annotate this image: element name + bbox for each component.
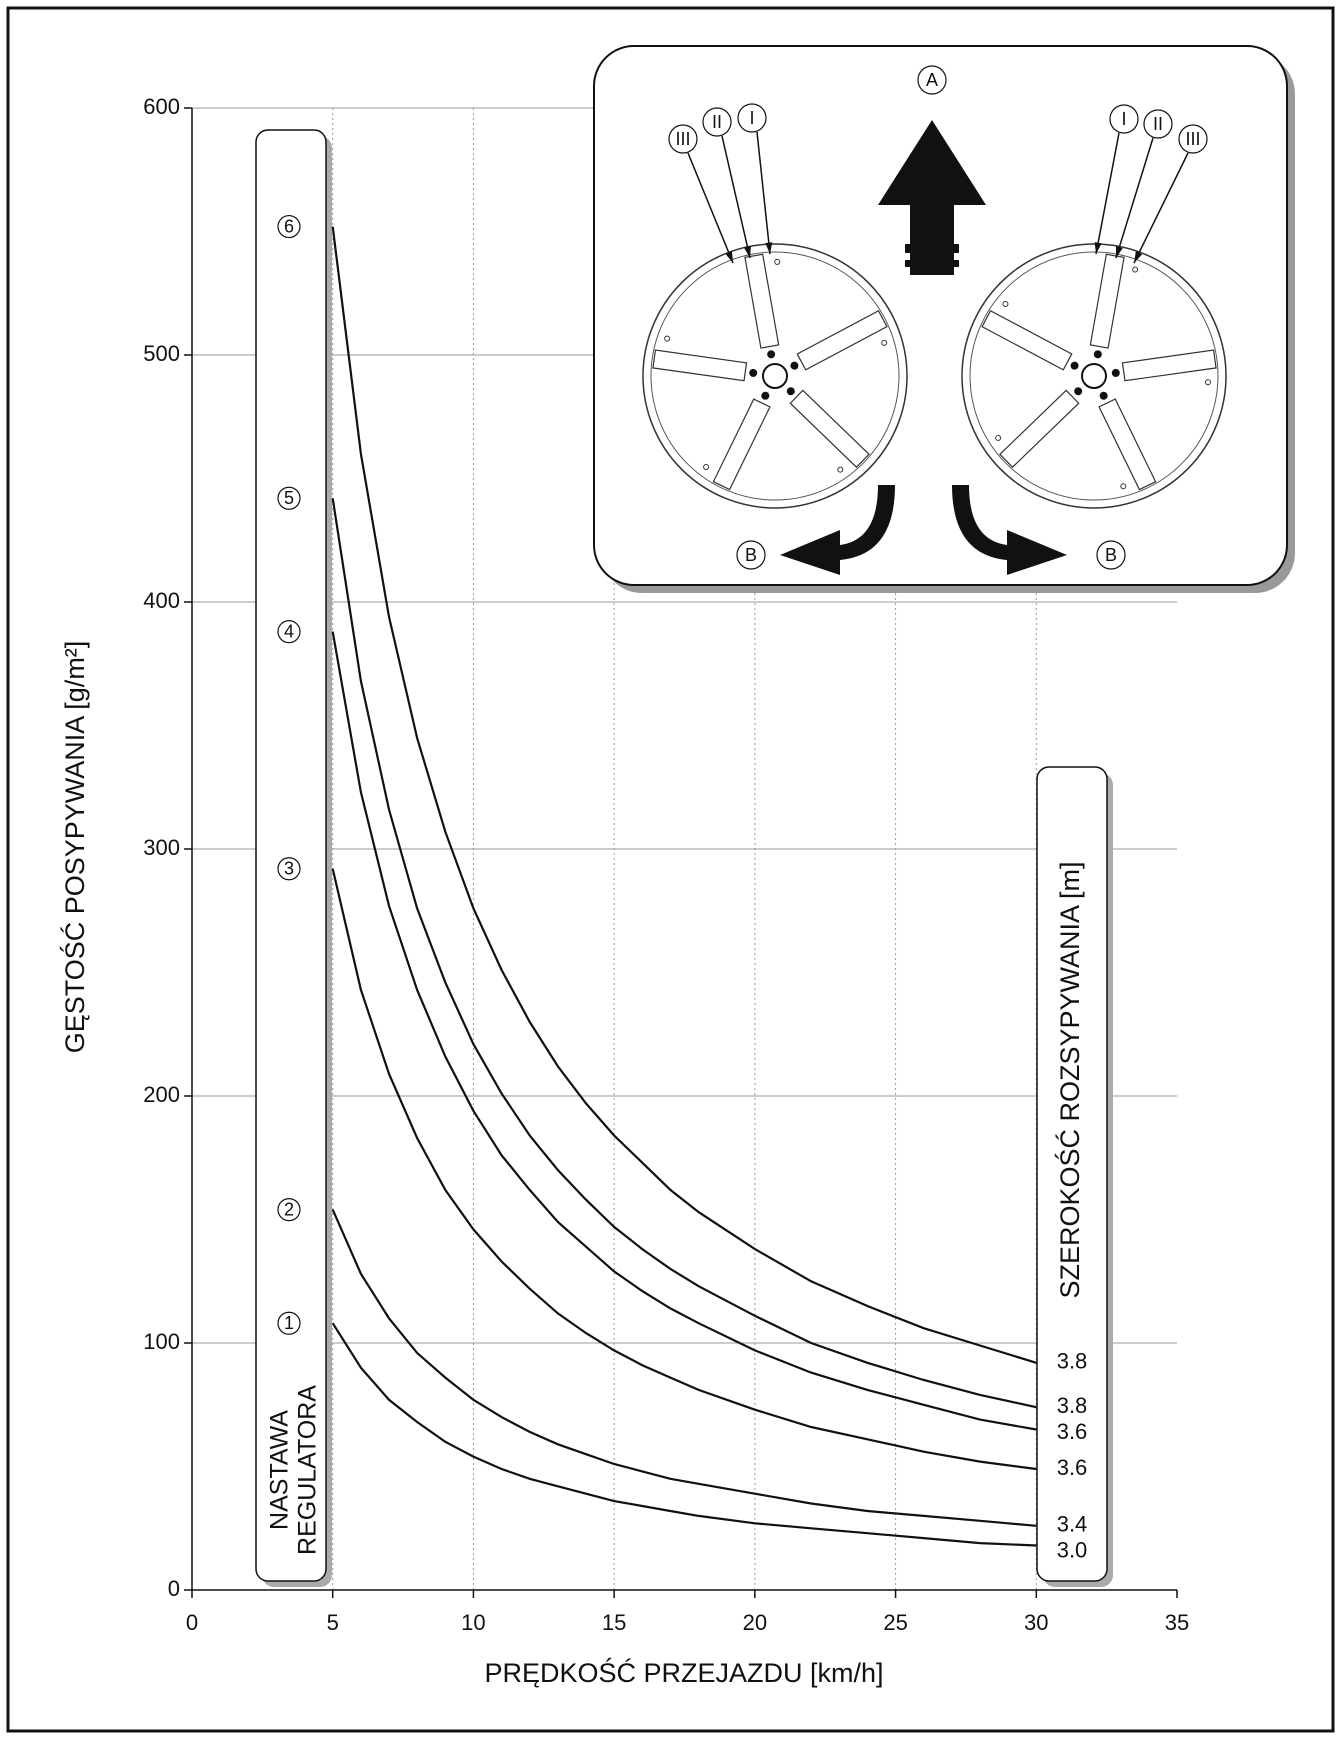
inset-label: B bbox=[745, 545, 757, 565]
inset-label: I bbox=[1121, 109, 1126, 129]
right-box-label: SZEROKOŚĆ ROZSYPYWANIA [m] bbox=[1053, 861, 1085, 1298]
inset-label: III bbox=[1185, 129, 1200, 149]
x-tick-label: 15 bbox=[602, 1610, 626, 1635]
hub bbox=[763, 364, 787, 388]
inset-label: A bbox=[926, 70, 938, 90]
setting-label: 2 bbox=[284, 1199, 294, 1219]
y-tick-label: 100 bbox=[143, 1329, 180, 1354]
y-tick-label: 500 bbox=[143, 341, 180, 366]
setting-label: 6 bbox=[284, 216, 294, 236]
setting-label: 4 bbox=[284, 621, 294, 641]
x-tick-label: 30 bbox=[1024, 1610, 1048, 1635]
setting-label: 1 bbox=[284, 1313, 294, 1333]
y-tick-label: 600 bbox=[143, 94, 180, 119]
x-axis-label: PRĘDKOŚĆ PRZEJAZDU [km/h] bbox=[484, 1656, 883, 1688]
width-label: 3.4 bbox=[1057, 1512, 1088, 1537]
left-box bbox=[256, 130, 326, 1581]
inset-label: II bbox=[1153, 114, 1163, 134]
inset-label: II bbox=[712, 112, 722, 132]
inset-label: III bbox=[675, 129, 690, 149]
width-label: 3.8 bbox=[1057, 1393, 1088, 1418]
inset: ABBIIIIIIIIIIII bbox=[594, 46, 1295, 593]
y-tick-label: 0 bbox=[168, 1576, 180, 1601]
y-tick-label: 300 bbox=[143, 835, 180, 860]
y-axis-label: GĘSTOŚĆ POSYPYWANIA [g/m²] bbox=[58, 641, 90, 1054]
inset-label: I bbox=[749, 108, 754, 128]
width-label: 3.0 bbox=[1057, 1538, 1088, 1563]
setting-label: 5 bbox=[284, 488, 294, 508]
x-tick-label: 35 bbox=[1165, 1610, 1189, 1635]
arrow-stripe bbox=[905, 244, 959, 253]
width-label: 3.8 bbox=[1057, 1349, 1088, 1374]
arrow-stripe bbox=[905, 260, 959, 267]
y-tick-label: 400 bbox=[143, 588, 180, 613]
hub bbox=[1082, 364, 1106, 388]
x-tick-label: 0 bbox=[186, 1610, 198, 1635]
x-tick-label: 25 bbox=[883, 1610, 907, 1635]
setting-label: 3 bbox=[284, 859, 294, 879]
width-label: 3.6 bbox=[1057, 1455, 1088, 1480]
left-box-label: REGULATORA bbox=[294, 1385, 322, 1555]
chart: NASTAWA REGULATORA SZEROKOŚĆ ROZSYPYWANI… bbox=[0, 0, 1341, 1739]
x-tick-label: 20 bbox=[743, 1610, 767, 1635]
width-label: 3.6 bbox=[1057, 1419, 1088, 1444]
left-box-label: NASTAWA bbox=[266, 1410, 294, 1530]
inset-label: B bbox=[1105, 545, 1117, 565]
x-tick-label: 10 bbox=[461, 1610, 485, 1635]
y-tick-label: 200 bbox=[143, 1082, 180, 1107]
x-tick-label: 5 bbox=[327, 1610, 339, 1635]
